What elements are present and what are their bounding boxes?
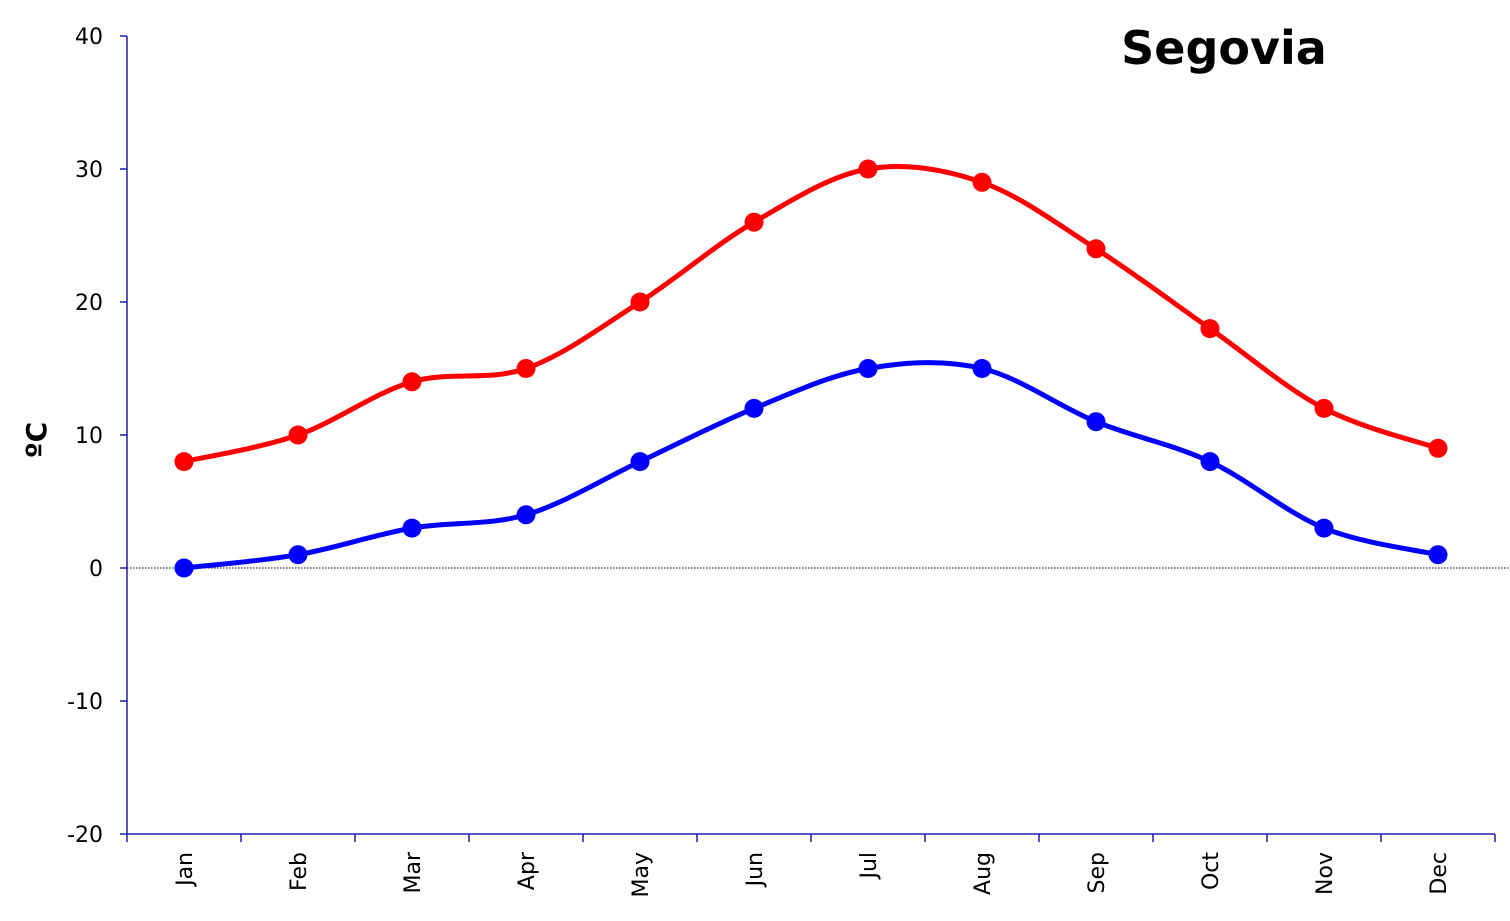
x-tick-label-may: May — [629, 852, 654, 897]
series-2-point-jan — [174, 558, 194, 578]
y-tick-label: 10 — [75, 424, 103, 449]
y-tick-label: 20 — [75, 291, 103, 316]
series-1-point-jan — [174, 452, 194, 472]
x-tick-label-apr: Apr — [515, 851, 540, 890]
axes: -20 -10 0 10 20 30 40 Jan Feb Mar Apr May Jun Jul Aug S… — [67, 25, 1510, 897]
series-2-point-may — [630, 452, 650, 472]
series-2-point-jul — [858, 359, 878, 378]
x-tick-label-mar: Mar — [401, 851, 426, 893]
x-tick-label-feb: Feb — [287, 852, 312, 891]
y-tick-label: 40 — [75, 25, 103, 50]
series-2-point-apr — [516, 505, 536, 525]
series-2-point-oct — [1200, 452, 1220, 472]
y-tick-label: 0 — [89, 557, 103, 582]
series-2-line — [183, 360, 1439, 571]
series-1 — [174, 159, 1448, 472]
series-1-point-oct — [1200, 319, 1220, 339]
series-1-point-apr — [516, 359, 536, 378]
y-tick-label: -10 — [67, 690, 103, 715]
series-2-point-dec — [1428, 545, 1448, 565]
x-tick-label-jan: Jan — [173, 852, 198, 888]
series-1-point-sep — [1086, 239, 1106, 259]
series-2-point-mar — [402, 518, 422, 538]
y-axis-label: ºC — [20, 422, 53, 458]
series-2-point-jun — [744, 398, 764, 418]
y-tick-label: -20 — [67, 823, 103, 848]
series-1-line — [183, 163, 1439, 465]
x-tick-label-jun: Jun — [743, 852, 768, 888]
series-layer — [174, 159, 1448, 578]
y-tick-label: 30 — [75, 158, 103, 183]
series-1-point-nov — [1314, 398, 1334, 418]
chart-title: Segovia — [1121, 21, 1327, 75]
series-2-point-feb — [288, 545, 308, 565]
series-2-point-aug — [972, 359, 992, 378]
series-1-point-dec — [1428, 438, 1448, 458]
x-tick-label-nov: Nov — [1313, 852, 1338, 895]
series-1-point-mar — [402, 372, 422, 392]
x-tick-label-dec: Dec — [1427, 852, 1452, 895]
x-tick-label-jul: Jul — [857, 852, 882, 881]
series-1-point-jul — [858, 159, 878, 179]
series-1-point-jun — [744, 212, 764, 232]
x-tick-label-sep: Sep — [1085, 852, 1110, 893]
series-2-point-sep — [1086, 412, 1106, 432]
series-2-point-nov — [1314, 518, 1334, 538]
series-1-point-aug — [972, 172, 992, 192]
series-2 — [174, 359, 1448, 578]
series-1-point-feb — [288, 425, 308, 445]
x-tick-label-aug: Aug — [971, 852, 996, 895]
series-1-point-may — [630, 292, 650, 312]
x-tick-label-oct: Oct — [1199, 852, 1224, 890]
